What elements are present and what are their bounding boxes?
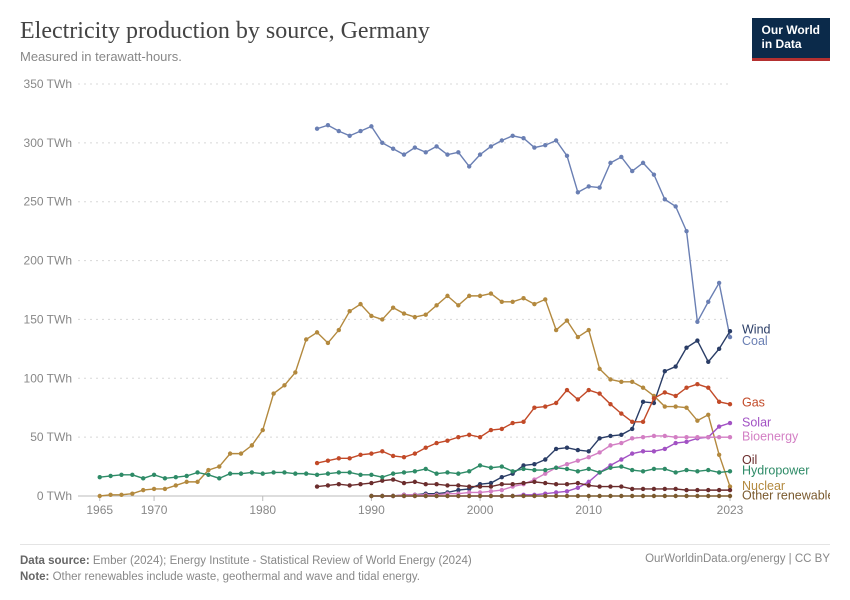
- chart-title: Electricity production by source, German…: [20, 18, 430, 45]
- series-label-other-renewables: Other renewables: [742, 488, 830, 502]
- series-hydropower: [100, 465, 730, 478]
- x-tick-label: 2000: [467, 503, 494, 517]
- series-label-coal: Coal: [742, 334, 768, 348]
- x-tick-label: 1965: [86, 503, 113, 517]
- header: Electricity production by source, German…: [20, 18, 830, 64]
- chart-subtitle: Measured in terawatt-hours.: [20, 49, 430, 64]
- footer: Data source: Ember (2024); Energy Instit…: [20, 544, 830, 586]
- attribution: OurWorldinData.org/energy | CC BY: [645, 553, 830, 586]
- line-chart: 0 TWh 50 TWh 100 TWh 150 TWh 200 TWh 250 TWh 3…: [20, 76, 830, 526]
- y-tick-label: 100 TWh: [24, 371, 72, 385]
- data-source: Ember (2024); Energy Institute - Statist…: [93, 555, 472, 567]
- series-nuclear: [100, 294, 730, 496]
- series-label-hydropower: Hydropower: [742, 464, 809, 478]
- owid-logo: Our Worldin Data: [752, 18, 830, 61]
- series-label-gas: Gas: [742, 395, 765, 409]
- y-tick-label: 150 TWh: [24, 312, 72, 326]
- x-tick-label: 1980: [249, 503, 276, 517]
- x-tick-label: 2010: [575, 503, 602, 517]
- x-tick-label: 1990: [358, 503, 385, 517]
- chart-area: 0 TWh 50 TWh 100 TWh 150 TWh 200 TWh 250 TWh 3…: [20, 76, 830, 526]
- y-tick-label: 200 TWh: [24, 254, 72, 268]
- y-tick-label: 0 TWh: [37, 489, 72, 503]
- x-tick-label: 1970: [141, 503, 168, 517]
- series-coal: [317, 125, 730, 337]
- series-label-solar: Solar: [742, 415, 771, 429]
- series-label-bioenergy: Bioenergy: [742, 429, 799, 443]
- footnote: Other renewables include waste, geotherm…: [53, 571, 420, 583]
- y-tick-label: 250 TWh: [24, 195, 72, 209]
- y-tick-label: 350 TWh: [24, 77, 72, 91]
- x-tick-label: 2023: [717, 503, 744, 517]
- y-tick-label: 50 TWh: [30, 430, 72, 444]
- y-tick-label: 300 TWh: [24, 136, 72, 150]
